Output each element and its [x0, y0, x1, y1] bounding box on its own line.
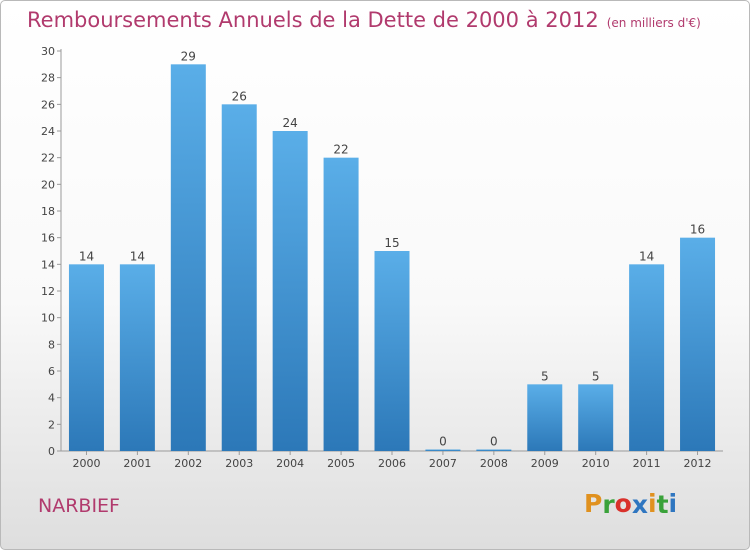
data-label: 24: [283, 116, 298, 130]
place-name: NARBIEF: [38, 495, 120, 517]
data-label: 26: [232, 89, 247, 103]
y-tick-label: 28: [41, 72, 55, 85]
data-label: 22: [333, 143, 348, 157]
y-tick-label: 22: [41, 152, 55, 165]
x-tick-label: 2006: [378, 457, 406, 470]
bar: [476, 449, 512, 451]
bar: [680, 237, 716, 451]
y-tick-label: 12: [41, 285, 55, 298]
x-tick-label: 2005: [327, 457, 355, 470]
x-tick-label: 2011: [633, 457, 661, 470]
y-tick-label: 4: [48, 392, 55, 405]
data-label: 0: [490, 435, 498, 449]
logo-letter: P: [584, 489, 603, 518]
data-label: 5: [541, 369, 549, 383]
y-tick-label: 30: [41, 45, 55, 58]
bar: [68, 264, 104, 451]
x-tick-label: 2009: [531, 457, 559, 470]
chart-unit: (en milliers d'€): [606, 16, 701, 30]
y-tick-label: 6: [48, 365, 55, 378]
y-tick-label: 0: [48, 445, 55, 458]
logo-letter: x: [631, 490, 648, 519]
bar: [119, 264, 155, 451]
bar: [629, 264, 665, 451]
x-tick-label: 2002: [174, 457, 202, 470]
y-tick-label: 18: [41, 205, 55, 218]
chart-title: Remboursements Annuels de la Dette de 20…: [27, 8, 599, 32]
chart-title-block: Remboursements Annuels de la Dette de 20…: [27, 8, 701, 32]
bar: [170, 64, 206, 452]
y-tick-label: 2: [48, 418, 55, 431]
logo-letter: i: [648, 489, 657, 518]
bar: [527, 384, 563, 451]
data-label: 14: [130, 249, 145, 263]
data-label: 29: [181, 49, 196, 63]
x-tick-label: 2001: [123, 457, 151, 470]
y-tick-label: 10: [41, 312, 55, 325]
logo-letter: t: [656, 490, 669, 519]
bar: [578, 384, 614, 451]
data-label: 16: [690, 223, 705, 237]
y-tick-label: 16: [41, 232, 55, 245]
data-label: 15: [384, 236, 399, 250]
bar: [221, 104, 257, 451]
bar: [425, 449, 461, 451]
bar: [374, 251, 410, 451]
x-tick-label: 2008: [480, 457, 508, 470]
x-tick-label: 2010: [582, 457, 610, 470]
data-label: 5: [592, 369, 600, 383]
proxiti-logo[interactable]: Proxiti: [584, 489, 678, 519]
data-label: 14: [639, 249, 654, 263]
logo-letter: o: [614, 489, 632, 518]
y-tick-label: 20: [41, 178, 55, 191]
bar: [323, 157, 359, 451]
x-tick-label: 2007: [429, 457, 457, 470]
logo-letter: i: [668, 489, 678, 518]
y-tick-label: 26: [41, 98, 55, 111]
data-label: 14: [79, 249, 94, 263]
y-tick-label: 24: [41, 125, 55, 138]
x-tick-label: 2004: [276, 457, 304, 470]
x-tick-label: 2003: [225, 457, 253, 470]
x-tick-label: 2000: [72, 457, 100, 470]
x-tick-label: 2012: [684, 457, 712, 470]
y-tick-label: 8: [48, 338, 55, 351]
bar: [272, 131, 308, 451]
y-tick-label: 14: [41, 258, 55, 271]
logo-letter: r: [602, 490, 615, 519]
data-label: 0: [439, 435, 447, 449]
